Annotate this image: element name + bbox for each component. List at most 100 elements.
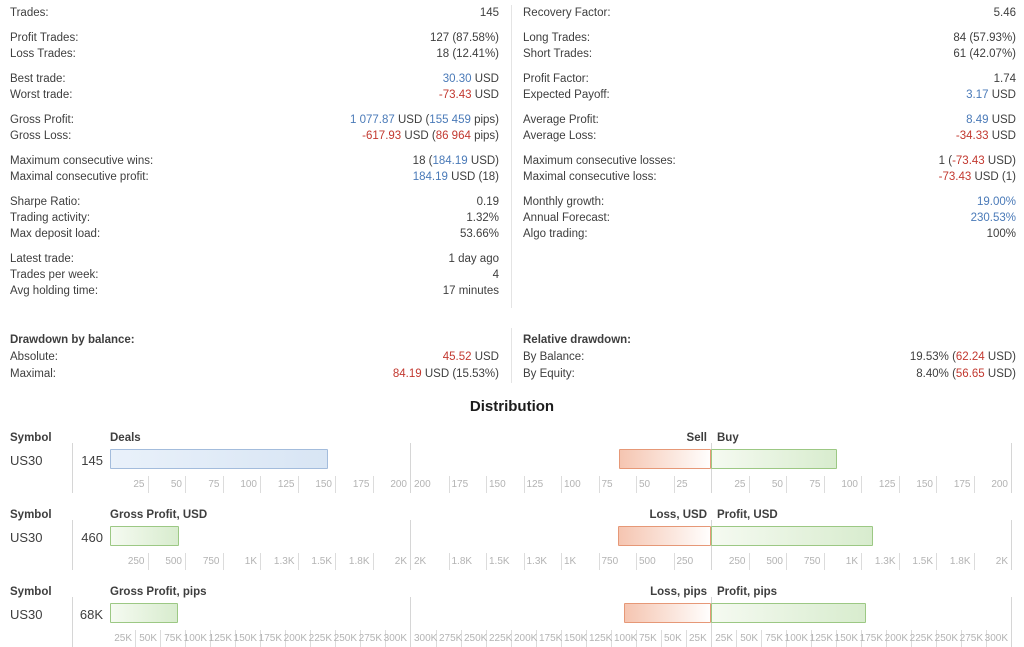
relative-drawdown-column: Relative drawdown: By Balance: 19.53% (62.…: [512, 328, 1024, 383]
axis-tick: [661, 630, 662, 647]
axis-tick: [185, 630, 186, 647]
axis-tick-label: 50: [639, 479, 651, 490]
axis-tick-label: 750: [803, 556, 821, 567]
stat-value-segment: 1 (: [938, 155, 953, 167]
axis-tick-label: 25: [133, 479, 145, 490]
chart-gridline: [1011, 520, 1012, 570]
stat-value-segment: USD: [988, 130, 1016, 142]
stat-value-segment: -73.43: [952, 155, 985, 167]
left-chart-header: Deals: [110, 432, 141, 444]
axis-tick: [586, 630, 587, 647]
stat-value: 145: [480, 5, 499, 21]
axis-tick-label: 125K: [589, 633, 613, 644]
axis-tick: [561, 630, 562, 647]
axis-tick: [748, 476, 750, 493]
axis-tick: [636, 630, 637, 647]
axis-tick: [235, 630, 236, 647]
axis-tick: [561, 476, 562, 493]
stat-value: 230.53%: [971, 210, 1016, 226]
stat-label: Trading activity:: [10, 212, 91, 224]
axis-tick-label: 1.5K: [912, 556, 933, 567]
stat-row: Average Profit: 8.49 USD: [523, 112, 1016, 128]
axis-tick: [147, 553, 149, 570]
axis-tick-label: 300K: [984, 633, 1008, 644]
stat-label: Profit Trades:: [10, 32, 79, 44]
stat-value-segment: 8.49: [966, 114, 989, 126]
symbol-label: US30: [10, 453, 43, 468]
axis-tick-label: 125: [526, 479, 544, 490]
distribution-row-us30-1: Symbol Gross Profit, USD Loss, USD Profit, …: [0, 508, 1024, 570]
stat-value-segment: 155 459: [429, 114, 471, 126]
axis-tick: [222, 476, 224, 493]
stat-row: Maximal consecutive profit: 184.19 USD (1…: [10, 169, 499, 185]
axis-tick-label: 1.5K: [311, 556, 332, 567]
axis-tick: [973, 553, 975, 570]
stat-value-segment: 17 minutes: [442, 285, 499, 297]
axis-tick: [961, 630, 962, 647]
stat-value: 0.19: [477, 194, 499, 210]
stat-value-segment: 62.24: [955, 351, 985, 363]
axis-tick-label: 150K: [834, 633, 858, 644]
axis-tick-label: 2K: [414, 556, 427, 567]
symbol-value: 68K: [79, 607, 103, 622]
stat-label: Algo trading:: [523, 228, 588, 240]
stats-column-right: Recovery Factor: 5.46 Long Trades: 84 (57.9…: [512, 5, 1024, 308]
stat-row: Maximal consecutive loss: -73.43 USD (1): [523, 169, 1016, 185]
left-chart-bar: [110, 449, 328, 469]
axis-tick-label: 500: [165, 556, 182, 567]
axis-tick: [823, 476, 825, 493]
axis-tick-label: 150: [916, 479, 933, 490]
stat-row: Trading activity: 1.32%: [10, 210, 499, 226]
stats-drawdown-section: Drawdown by balance: Absolute: 45.52 USD Ma…: [0, 328, 1024, 383]
stat-value: 1 077.87 USD (155 459 pips): [350, 112, 499, 128]
stat-value-segment: USD (: [394, 114, 430, 126]
profit-buy-bar: [711, 449, 837, 469]
stat-value-segment: USD (18): [447, 171, 499, 183]
stat-row: Expected Payoff: 3.17 USD: [523, 87, 1016, 103]
chart-gridline: [1011, 443, 1012, 493]
stat-value: 84.19 USD (15.53%): [393, 366, 499, 383]
stat-value: 8.40% (56.65 USD): [916, 366, 1016, 383]
axis-tick-label: 100: [841, 479, 858, 490]
distribution-title: Distribution: [469, 398, 555, 415]
axis-tick: [486, 630, 487, 647]
axis-tick: [185, 476, 186, 493]
right-chart-header-right: Buy: [717, 432, 739, 444]
stat-value-segment: USD): [984, 351, 1016, 363]
axis-tick-label: 200: [414, 479, 431, 490]
axis-tick-label: 150: [315, 479, 332, 490]
axis-tick-label: 100K: [183, 633, 207, 644]
stat-row: Algo trading: 100%: [523, 226, 1016, 242]
axis-tick-label: 175: [352, 479, 370, 490]
axis-tick-label: 125: [277, 479, 295, 490]
stat-label: Latest trade:: [10, 253, 74, 265]
stat-value: 30.30 USD: [443, 71, 499, 87]
axis-tick-label: 75: [809, 479, 821, 490]
stat-value-segment: 19.00%: [976, 196, 1016, 208]
drawdown-header: Relative drawdown:: [523, 334, 631, 346]
stat-value-segment: 18 (12.41%): [436, 48, 499, 60]
stat-row: Loss Trades: 18 (12.41%): [10, 46, 499, 62]
axis-tick-label: 275K: [439, 633, 463, 644]
axis-tick-label: 100K: [784, 633, 808, 644]
stat-label: Maximum consecutive wins:: [10, 155, 154, 167]
stat-value: 3.17 USD: [966, 87, 1016, 103]
axis-tick-label: 1.8K: [451, 556, 473, 567]
axis-tick: [335, 476, 336, 493]
stat-value: 184.19 USD (18): [413, 169, 499, 185]
stat-row: Avg holding time: 17 minutes: [10, 283, 499, 299]
axis-tick-label: 25K: [715, 633, 733, 644]
stat-label: Sharpe Ratio:: [10, 196, 81, 208]
stat-value-segment: -73.43: [438, 89, 472, 101]
stat-group: Average Profit: 8.49 USD Average Loss: -34.…: [523, 112, 1016, 144]
axis-tick-label: 200K: [283, 633, 307, 644]
stat-row: Best trade: 30.30 USD: [10, 71, 499, 87]
axis-tick: [360, 630, 361, 647]
axis-tick: [898, 476, 900, 493]
stat-value: 19.00%: [977, 194, 1016, 210]
axis-tick-label: 25K: [689, 633, 707, 644]
stat-row: Profit Trades: 127 (87.58%): [10, 30, 499, 46]
stat-value-segment: -617.93: [362, 130, 402, 142]
chart-gridline: [410, 443, 411, 493]
